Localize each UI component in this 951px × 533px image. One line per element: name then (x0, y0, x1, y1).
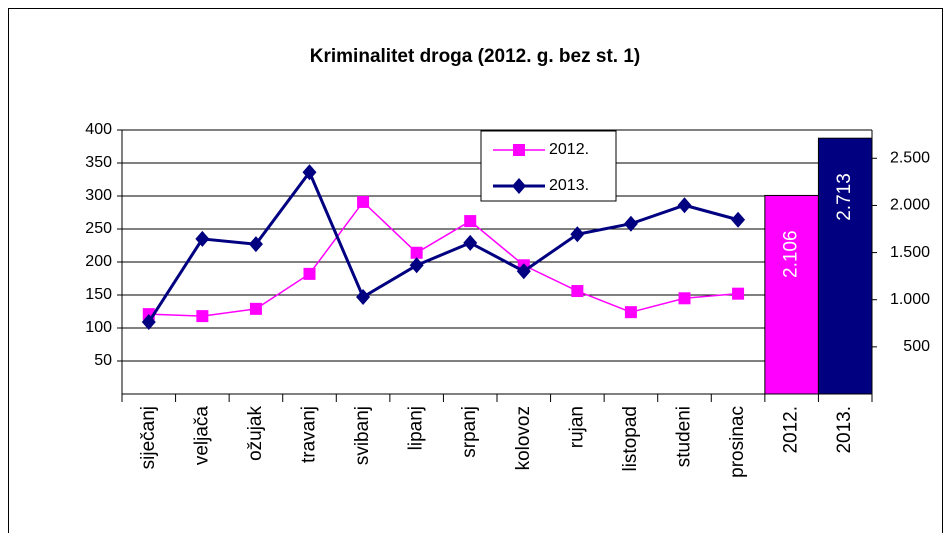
x-tick-label: veljača (191, 406, 212, 466)
bar-value-label: 2.713 (834, 173, 855, 221)
point (302, 164, 317, 181)
y2-tick-label: 2.500 (890, 150, 930, 167)
point (512, 178, 526, 194)
x-tick-label: 2013. (834, 406, 855, 454)
point (570, 226, 585, 243)
point (410, 246, 423, 259)
point (463, 234, 478, 251)
y-tick-label: 100 (85, 319, 112, 336)
bar (817, 137, 873, 395)
x-tick-label: rujan (566, 406, 587, 448)
point (513, 144, 525, 156)
x-tick-label: lipanj (406, 406, 427, 450)
x-tick-label: 2012. (781, 406, 802, 454)
point (196, 310, 209, 323)
legend-label: 2012. (549, 141, 589, 158)
x-tick-label: travanj (299, 406, 320, 463)
x-tick-label: svibanj (352, 406, 373, 465)
point (678, 292, 691, 305)
point (409, 257, 424, 274)
point (624, 306, 637, 319)
point (195, 230, 210, 247)
legend-box (480, 130, 617, 202)
y2-tick-label: 1.000 (890, 291, 930, 308)
y2-tick-label: 2.000 (890, 197, 930, 214)
y2-tick-label: 500 (903, 338, 930, 355)
x-tick-label: siječanj (138, 406, 159, 469)
bar-value-label: 2.106 (781, 230, 802, 278)
point (731, 211, 746, 228)
point (623, 215, 638, 232)
x-tick-label: studeni (674, 406, 695, 467)
point (357, 195, 370, 208)
y-tick-label: 150 (85, 286, 112, 303)
point (732, 287, 745, 300)
point (571, 285, 584, 298)
x-tick-label: ožujak (245, 406, 266, 461)
x-tick-label: srpanj (459, 406, 480, 458)
point (249, 302, 262, 315)
y2-tick-label: 1.500 (890, 244, 930, 261)
point (356, 288, 371, 305)
y-tick-label: 400 (85, 121, 112, 138)
point (516, 263, 531, 280)
point (464, 215, 477, 228)
x-tick-label: kolovoz (513, 406, 534, 470)
bar (764, 194, 819, 395)
y-tick-label: 200 (85, 253, 112, 270)
y-tick-label: 300 (85, 187, 112, 204)
line (148, 200, 739, 317)
legend: 2012. 2013. (480, 130, 617, 202)
x-tick-label: prosinac (727, 406, 748, 478)
point (141, 314, 156, 331)
legend-label: 2013. (549, 177, 589, 194)
y-tick-label: 350 (85, 154, 112, 171)
point (303, 267, 316, 280)
y-tick-label: 250 (85, 220, 112, 237)
point (677, 197, 692, 214)
line (147, 169, 739, 323)
x-tick-label: listopad (620, 406, 641, 472)
y-tick-label: 50 (94, 352, 112, 369)
point (248, 236, 263, 253)
chart-title: Kriminalitet droga (2012. g. bez st. 1) (310, 46, 640, 67)
